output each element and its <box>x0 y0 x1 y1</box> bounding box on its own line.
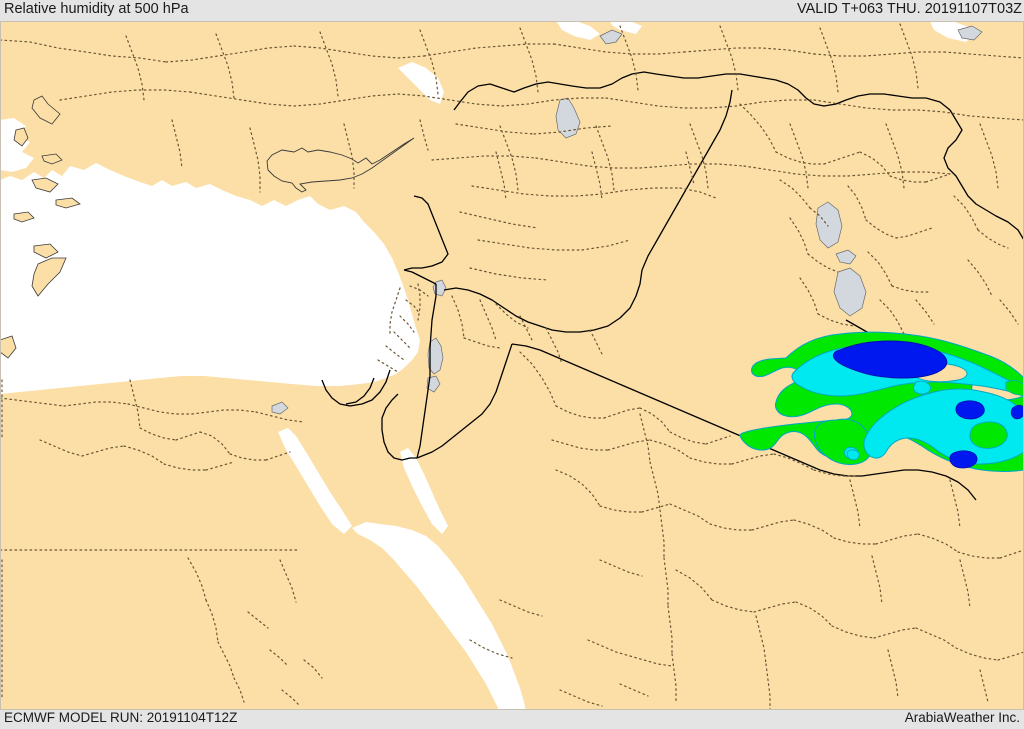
attribution-label: ArabiaWeather Inc. <box>904 710 1020 725</box>
footer-band: ECMWF MODEL RUN: 20191104T12Z ArabiaWeat… <box>0 710 1024 729</box>
border-nile-valley <box>345 377 375 405</box>
border-jordan-syria <box>443 269 643 333</box>
lake-tuz <box>555 97 581 139</box>
humidity-core-blue-east-1 <box>955 400 985 420</box>
lake-qarun <box>271 401 289 415</box>
island-karpathos-2 <box>33 243 59 259</box>
sea-gulf-of-antalya <box>86 184 156 222</box>
border-lebanon-israel <box>403 269 437 285</box>
sea-red-sea <box>352 522 526 712</box>
humidity-spot-cyan-1 <box>913 380 931 395</box>
border-syria-lebanon <box>403 195 449 271</box>
aegean-islands <box>0 95 81 359</box>
island-misc-1 <box>13 211 35 223</box>
humidity-filament-green <box>1005 379 1024 397</box>
lake-habbaniyah <box>835 249 857 265</box>
seas-group <box>0 21 976 712</box>
header-band: Relative humidity at 500 hPa VALID T+063… <box>0 0 1024 21</box>
island-kos <box>41 153 63 165</box>
humidity-hole-green-east <box>969 421 1008 449</box>
sea-iskenderun-bay <box>398 62 444 104</box>
lakes-group <box>271 25 983 415</box>
border-turkey-syria <box>453 71 926 111</box>
island-peninsula-sw <box>0 335 17 359</box>
island-karpathos <box>13 127 29 147</box>
island-crete <box>31 257 67 297</box>
lake-dead-sea-south <box>426 375 441 393</box>
humidity-contours-group <box>739 331 1024 473</box>
humidity-core-blue-east-3 <box>1010 404 1024 420</box>
lake-tharthar <box>815 201 843 249</box>
island-cyprus <box>266 137 415 193</box>
humidity-core-blue-north <box>832 340 948 379</box>
land-eurasia-africa-arabia <box>0 21 1024 710</box>
lake-assad <box>599 29 623 45</box>
border-egypt-israel <box>381 393 417 461</box>
humidity-core-blue-east-2 <box>949 450 978 469</box>
island-rhodes <box>31 95 61 125</box>
sea-gulf-of-suez <box>278 428 352 534</box>
sea-gulf-of-aqaba <box>400 448 448 534</box>
page-title: Relative humidity at 500 hPa <box>4 1 189 17</box>
island-crete-east <box>31 177 59 193</box>
lake-dead-sea <box>427 337 444 375</box>
border-turkey-iraq-iran <box>925 97 1024 241</box>
model-run-label: ECMWF MODEL RUN: 20191104T12Z <box>4 710 238 725</box>
lake-razzaza <box>833 267 867 317</box>
lake-van <box>957 25 983 41</box>
sea-aegean <box>0 118 34 172</box>
border-egypt-nile-w <box>321 369 391 407</box>
border-syria-iraq <box>641 89 733 271</box>
valid-time-label: VALID T+063 THU. 20191107T03Z <box>796 1 1022 17</box>
sea-black-sea-b <box>610 21 642 34</box>
sea-mediterranean <box>0 163 420 394</box>
border-israel-jordan <box>416 284 437 459</box>
border-jordan-saudi-west <box>416 343 513 459</box>
admin-borders-group <box>0 23 1024 711</box>
humidity-spot-cyan-3 <box>846 449 860 461</box>
sea-black-sea <box>556 21 600 40</box>
island-misc-2 <box>55 197 81 209</box>
